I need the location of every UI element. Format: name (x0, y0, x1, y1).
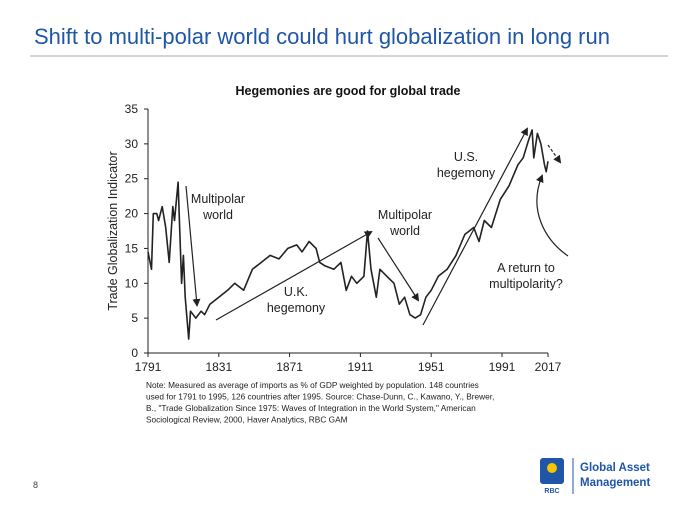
arrow (422, 127, 528, 326)
annotation: Multipolar (191, 192, 245, 206)
arrow (547, 144, 562, 164)
annotation: hegemony (267, 301, 326, 315)
arrows (185, 127, 569, 326)
annotation: world (202, 208, 233, 222)
y-tick-label: 10 (125, 276, 139, 290)
note: Note: Measured as average of imports as … (146, 380, 494, 425)
x-tick-label: 2017 (535, 360, 562, 374)
annotation: U.S. (454, 150, 478, 164)
arrow (215, 231, 373, 321)
note-line: used for 1791 to 1995, 126 countries aft… (146, 392, 494, 402)
x-tick-label: 1871 (276, 360, 303, 374)
arrow (377, 237, 420, 302)
logo: RBC Global Asset Management (540, 458, 650, 495)
annotation: U.K. (284, 285, 308, 299)
chart-title: Hegemonies are good for global trade (235, 84, 460, 98)
x-tick-label: 1911 (347, 360, 373, 374)
note-line: B., "Trade Globalization Since 1975: Wav… (146, 403, 476, 413)
y-tick-label: 5 (131, 311, 138, 325)
slide-title: Shift to multi-polar world could hurt gl… (34, 24, 610, 49)
y-axis-label: Trade Globalization Indicator (106, 151, 120, 310)
x-tick-label: 1991 (489, 360, 516, 374)
arrow (185, 185, 201, 307)
annotation: Multipolar (378, 208, 432, 222)
logo-text: Global Asset (580, 462, 650, 474)
annotation: A return to (497, 261, 555, 275)
y-tick-label: 0 (131, 346, 138, 360)
annotation: hegemony (437, 166, 496, 180)
logo-mark: RBC (544, 488, 559, 495)
arrow (536, 174, 569, 257)
x-tick-label: 1951 (418, 360, 445, 374)
y-tick-label: 15 (125, 241, 139, 255)
y-tick-label: 25 (125, 172, 139, 186)
note-line: Note: Measured as average of imports as … (146, 380, 479, 390)
note-line: Sociological Review, 2000, Haver Analyti… (146, 415, 348, 425)
annotation: multipolarity? (489, 277, 563, 291)
logo-text: Management (580, 477, 650, 489)
data-line (147, 129, 549, 340)
x-tick-label: 1791 (135, 360, 162, 374)
y-tick-label: 35 (125, 102, 139, 116)
x-tick-label: 1831 (205, 360, 232, 374)
logo-lion (547, 463, 557, 473)
page-number: 8 (33, 480, 38, 490)
y-tick-label: 20 (125, 207, 139, 221)
annotation: world (389, 224, 420, 238)
y-tick-label: 30 (125, 137, 139, 151)
